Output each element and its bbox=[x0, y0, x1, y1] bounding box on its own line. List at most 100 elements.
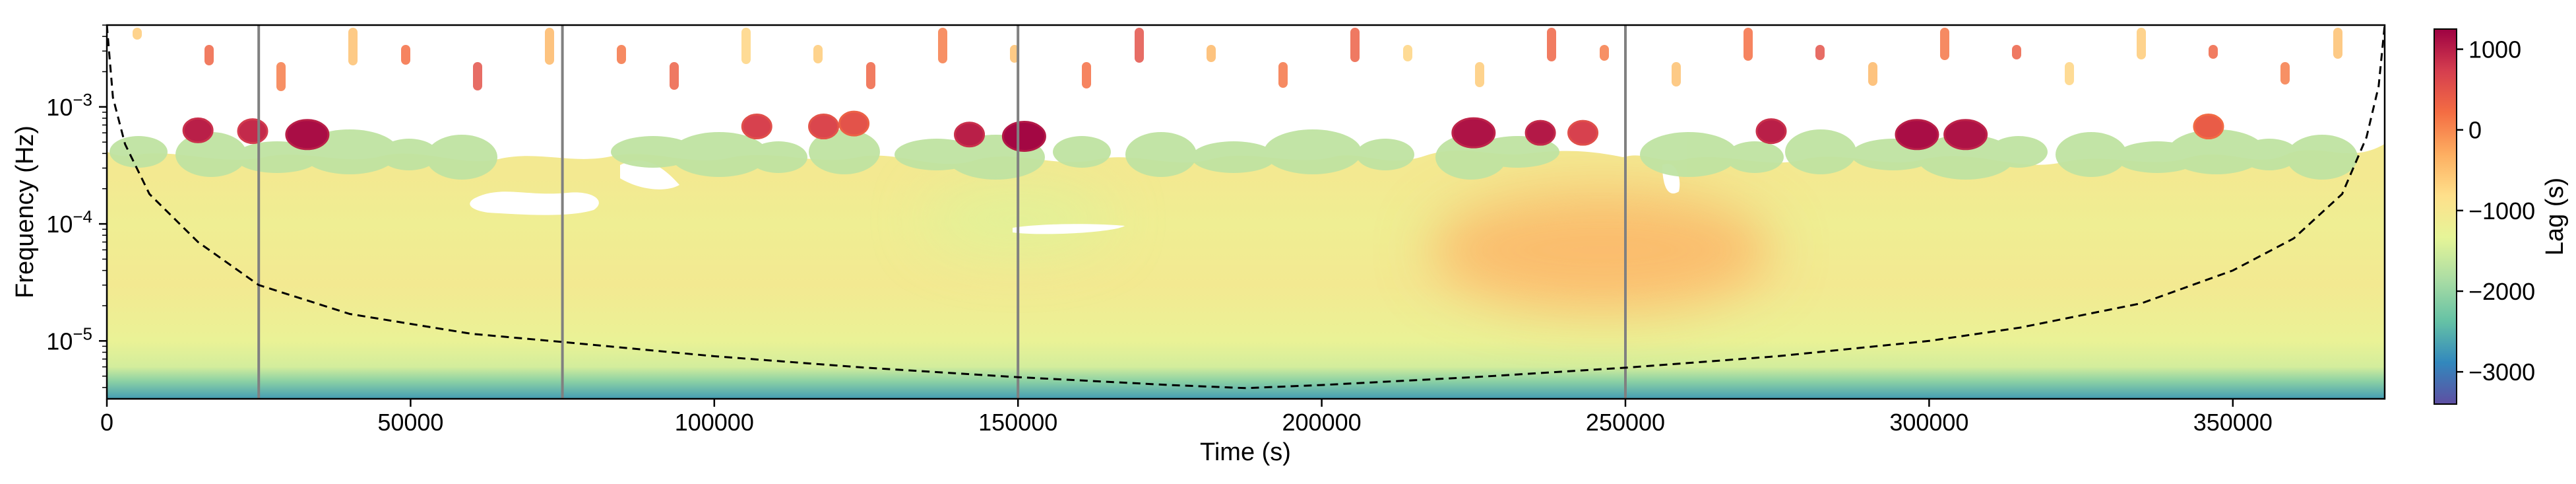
drip bbox=[2333, 28, 2342, 59]
colorbar-tick-label: 1000 bbox=[2468, 36, 2521, 63]
drip bbox=[204, 45, 214, 65]
axes-frame bbox=[106, 24, 2386, 400]
drip bbox=[1600, 45, 1609, 61]
masked-sliver bbox=[1013, 224, 1125, 234]
drip bbox=[617, 45, 626, 64]
drip bbox=[1815, 45, 1825, 60]
x-tick-label: 200000 bbox=[1282, 409, 1362, 436]
drip bbox=[1868, 62, 1877, 86]
lag-blob bbox=[954, 121, 986, 148]
lag-blob bbox=[1567, 120, 1599, 146]
drip bbox=[1082, 62, 1091, 88]
drip bbox=[2137, 28, 2146, 59]
plot-area bbox=[107, 25, 2385, 399]
significance-lobe bbox=[1053, 136, 1111, 168]
cone-of-influence bbox=[107, 25, 2385, 390]
drip bbox=[2012, 45, 2021, 59]
drip bbox=[1350, 28, 1360, 62]
colorbar-tick-label: 0 bbox=[2468, 117, 2482, 144]
x-tick-label: 50000 bbox=[377, 409, 443, 436]
lag-blob bbox=[182, 117, 214, 143]
drip bbox=[1744, 28, 1753, 61]
y-tick-label: 10−3 bbox=[46, 90, 92, 121]
masked-dip-mid bbox=[620, 160, 679, 190]
drip bbox=[1278, 62, 1288, 88]
drip bbox=[2280, 62, 2290, 85]
significance-lobe bbox=[670, 132, 768, 177]
x-axis-ticks: 0 50000 100000 150000 200000 250000 300000 3500… bbox=[100, 399, 2273, 436]
colorbar-tick-label: −2000 bbox=[2468, 278, 2535, 305]
drip bbox=[1403, 45, 1412, 61]
significance-lobe bbox=[380, 139, 438, 170]
significance-lobe bbox=[235, 141, 319, 173]
x-tick-label: 250000 bbox=[1586, 409, 1665, 436]
lag-blob bbox=[2193, 114, 2224, 140]
x-tick-label: 300000 bbox=[1889, 409, 1968, 436]
significance-lobe bbox=[1990, 136, 2048, 168]
x-tick-label: 0 bbox=[100, 409, 113, 436]
colorbar: 1000 0 −1000 −2000 −3000 Lag (s) bbox=[2434, 28, 2569, 405]
lag-blob bbox=[285, 119, 330, 151]
lag-map-wash bbox=[926, 186, 1773, 310]
significance-lobe bbox=[1356, 139, 1414, 170]
significance-lobe bbox=[2056, 132, 2127, 177]
high-frequency-drips bbox=[133, 28, 2342, 91]
lag-blob bbox=[1895, 119, 1939, 151]
significance-lobe bbox=[2286, 135, 2358, 180]
colorbar-tick-label: −1000 bbox=[2468, 197, 2535, 225]
x-tick-label: 100000 bbox=[675, 409, 754, 436]
drip bbox=[1547, 28, 1556, 61]
lag-blob bbox=[1755, 118, 1787, 145]
lag-feature-blobs bbox=[182, 110, 2224, 152]
drip bbox=[133, 28, 142, 40]
significance-lobe bbox=[809, 129, 880, 174]
drip bbox=[741, 28, 751, 64]
lag-wash bbox=[1429, 190, 1773, 310]
lag-blob bbox=[1524, 120, 1556, 146]
colorbar-bar bbox=[2434, 28, 2457, 405]
significance-lobe bbox=[1726, 141, 1784, 173]
drip bbox=[1135, 28, 1144, 63]
drip bbox=[670, 62, 679, 90]
significance-lobe bbox=[1917, 135, 2015, 180]
x-tick-label: 350000 bbox=[2193, 409, 2273, 436]
lag-blob bbox=[237, 118, 268, 145]
significance-lobe bbox=[1640, 132, 1738, 177]
lag-blob bbox=[838, 110, 870, 137]
drip bbox=[1475, 62, 1484, 87]
drip bbox=[473, 62, 482, 90]
significance-lobe bbox=[2240, 139, 2298, 170]
significance-lobe bbox=[175, 132, 247, 177]
drip bbox=[401, 45, 410, 65]
drip bbox=[276, 62, 286, 91]
drip bbox=[348, 28, 358, 65]
x-axis-label: Time (s) bbox=[1200, 438, 1291, 466]
lag-blob bbox=[1001, 120, 1046, 152]
colorbar-label: Lag (s) bbox=[2541, 178, 2569, 256]
significance-lobe bbox=[426, 135, 497, 180]
lag-blob bbox=[741, 114, 772, 140]
y-axis-ticks: 10−5 10−4 10−3 bbox=[46, 24, 107, 388]
drip bbox=[1940, 28, 1949, 60]
drip bbox=[2065, 62, 2074, 85]
drip bbox=[866, 62, 875, 89]
drip bbox=[1672, 62, 1681, 86]
vertical-lines bbox=[257, 25, 1627, 399]
significance-lobe bbox=[2168, 129, 2265, 174]
colorbar-ticks: 1000 0 −1000 −2000 −3000 bbox=[2457, 36, 2535, 386]
significance-lobe bbox=[749, 141, 807, 173]
y-axis-label: Frequency (Hz) bbox=[11, 125, 39, 298]
drip bbox=[1207, 45, 1216, 62]
significance-lobe bbox=[1125, 132, 1197, 177]
masked-dip-left bbox=[470, 191, 599, 215]
y-tick-label: 10−4 bbox=[46, 207, 92, 238]
y-tick-label: 10−5 bbox=[46, 324, 92, 355]
significance-lobe bbox=[110, 136, 168, 168]
drip bbox=[938, 28, 947, 63]
colorbar-tick-label: −3000 bbox=[2468, 359, 2535, 386]
significance-lobe bbox=[1785, 129, 1856, 174]
drip bbox=[2209, 45, 2218, 59]
significance-lobe bbox=[1264, 129, 1362, 174]
